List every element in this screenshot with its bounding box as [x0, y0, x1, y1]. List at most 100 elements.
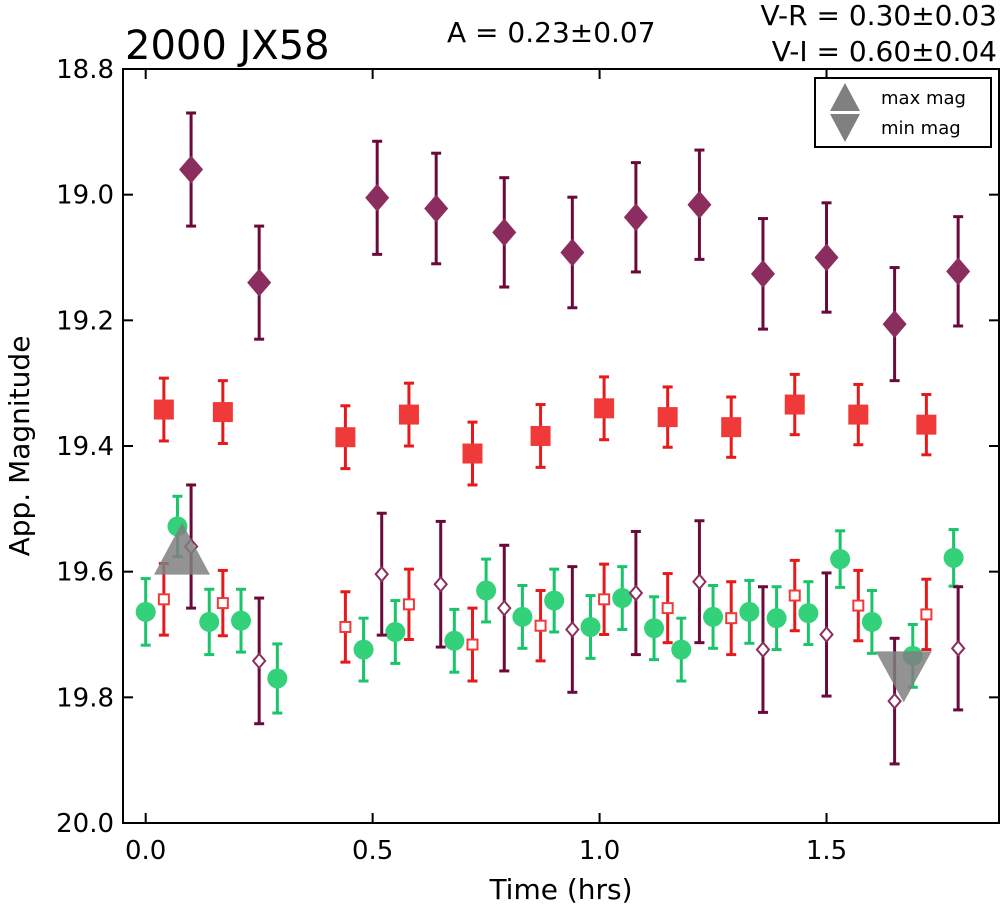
data-point — [755, 641, 771, 659]
legend: max mag min mag — [814, 77, 992, 148]
data-point — [402, 598, 415, 611]
data-point — [212, 402, 233, 423]
legend-max-mag-label: max mag — [881, 88, 966, 109]
extremum-max-marker — [154, 522, 211, 575]
data-point — [466, 638, 479, 651]
data-point — [946, 257, 971, 286]
data-point — [861, 611, 882, 632]
data-point — [565, 620, 580, 639]
data-point — [848, 404, 869, 425]
data-point — [784, 394, 805, 415]
data-point — [766, 608, 787, 629]
data-point — [887, 692, 902, 710]
data-point — [476, 580, 497, 601]
data-point — [750, 259, 775, 288]
data-point — [398, 404, 419, 425]
y-axis-label: App. Magnitude — [3, 336, 36, 557]
color-vr-annotation: V-R = 0.30±0.03 — [761, 0, 997, 32]
data-point — [798, 603, 819, 624]
y-tick-label: 19.4 — [56, 432, 114, 462]
data-point — [335, 427, 356, 448]
data-point — [628, 584, 644, 602]
data-point — [830, 549, 851, 570]
y-tick-label: 19.8 — [56, 683, 114, 713]
data-point — [512, 606, 533, 627]
legend-min-mag-marker — [830, 114, 860, 142]
series-circle-filled — [135, 494, 964, 715]
y-tick-label: 18.8 — [56, 55, 114, 85]
extremum-min-marker — [875, 651, 932, 703]
series-diamond-open — [183, 483, 966, 766]
color-vi-annotation: V-I = 0.60±0.04 — [772, 35, 997, 68]
data-point — [721, 417, 742, 438]
data-point — [179, 155, 204, 184]
data-point — [814, 243, 839, 272]
y-tick-label: 20.0 — [56, 809, 114, 839]
data-point — [530, 425, 551, 446]
data-point — [374, 565, 390, 583]
data-point — [657, 407, 678, 428]
chart-marks — [135, 111, 971, 766]
chart-title: 2000 JX58 — [125, 23, 330, 69]
data-point — [580, 616, 601, 637]
data-point — [385, 621, 406, 642]
data-point — [496, 599, 512, 617]
data-point — [534, 619, 547, 632]
data-point — [544, 590, 565, 611]
plot-frame — [122, 68, 1000, 824]
data-point — [444, 630, 465, 651]
data-point — [943, 547, 964, 568]
data-point — [623, 203, 648, 232]
data-point — [594, 398, 615, 419]
x-tick-label: 1.5 — [806, 836, 847, 866]
data-point — [353, 639, 374, 660]
data-point — [153, 399, 174, 420]
data-point — [247, 268, 272, 297]
data-point — [339, 620, 352, 633]
data-point — [433, 575, 449, 593]
data-point — [251, 652, 267, 670]
data-point — [852, 599, 865, 612]
data-point — [950, 639, 966, 657]
x-axis-label: Time (hrs) — [488, 873, 632, 904]
data-point — [135, 601, 156, 622]
data-point — [920, 608, 933, 621]
data-point — [882, 310, 907, 339]
legend-min-mag-label: min mag — [881, 118, 961, 139]
data-point — [462, 443, 483, 464]
data-point — [612, 588, 633, 609]
series-diamond-filled — [179, 111, 971, 383]
data-point — [365, 183, 390, 212]
x-tick-label: 0.0 — [125, 836, 166, 866]
data-point — [157, 593, 170, 606]
data-point — [492, 218, 517, 247]
axis-ticks: 0.0 0.5 1.0 1.5 18.8 19.0 19.2 19.4 19.6 19.8 20.0 — [56, 55, 999, 866]
data-point — [216, 597, 229, 610]
data-point — [739, 601, 760, 622]
y-tick-label: 19.6 — [56, 558, 114, 588]
data-point — [424, 194, 449, 223]
data-point — [703, 606, 724, 627]
data-point — [725, 612, 738, 625]
data-point — [692, 573, 707, 591]
data-point — [916, 414, 937, 435]
data-point — [231, 610, 252, 631]
series-square-open — [157, 558, 933, 683]
data-point — [560, 238, 585, 267]
data-point — [661, 602, 674, 615]
data-point — [788, 589, 801, 602]
y-tick-label: 19.0 — [56, 181, 114, 211]
data-point — [819, 625, 834, 644]
data-point — [199, 611, 220, 632]
data-point — [644, 618, 665, 639]
series-square-filled — [153, 372, 937, 487]
data-point — [687, 190, 712, 219]
x-tick-label: 0.5 — [352, 836, 393, 866]
data-point — [598, 593, 611, 606]
data-point — [267, 668, 288, 689]
legend-max-mag-marker — [830, 83, 860, 111]
amplitude-annotation: A = 0.23±0.07 — [447, 16, 656, 49]
y-tick-label: 19.2 — [56, 306, 114, 336]
data-point — [671, 639, 692, 660]
